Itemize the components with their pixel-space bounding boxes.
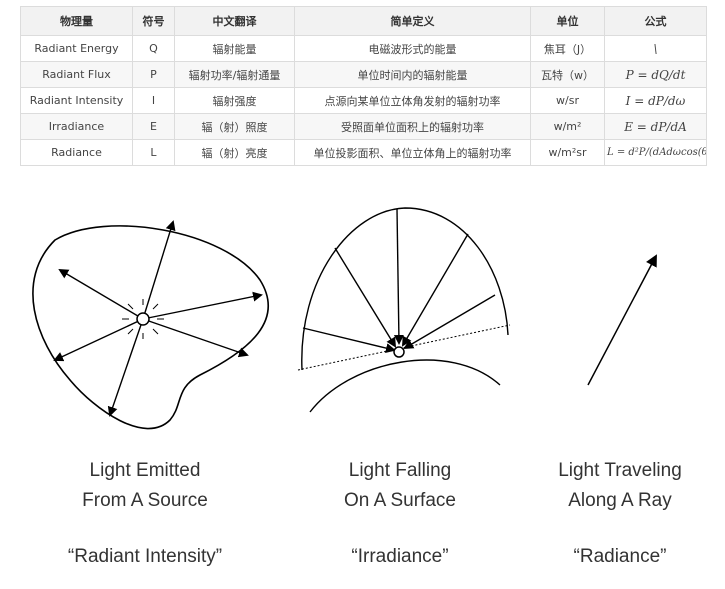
ray-arrow xyxy=(58,268,144,320)
ray-arrow xyxy=(587,254,657,386)
header-chinese: 中文翻译 xyxy=(174,6,295,36)
caption-irradiance: Light Falling On A Surface xyxy=(295,456,505,516)
incoming-ray xyxy=(393,208,404,345)
cell-unit: 瓦特（w） xyxy=(530,61,605,88)
table-row: Radiant Flux P 辐射功率/辐射通量 单位时间内的辐射能量 瓦特（w… xyxy=(20,61,707,88)
cell-unit: 焦耳（J） xyxy=(530,35,605,62)
tangent-plane xyxy=(297,324,511,371)
cell-symbol: Q xyxy=(132,35,175,62)
cell-formula: E = dP/dA xyxy=(604,113,707,140)
header-symbol: 符号 xyxy=(132,6,175,36)
table-row: Irradiance E 辐（射）照度 受照面单位面积上的辐射功率 w/m² E… xyxy=(20,113,707,140)
header-definition: 简单定义 xyxy=(294,6,531,36)
cell-chinese: 辐射功率/辐射通量 xyxy=(174,61,295,88)
incoming-ray xyxy=(334,247,397,348)
cell-chinese: 辐（射）亮度 xyxy=(174,139,295,166)
header-unit: 单位 xyxy=(530,6,605,36)
ray-arrow xyxy=(142,220,176,320)
cell-formula: \ xyxy=(604,35,707,62)
quote-radiance: “Radiance” xyxy=(573,546,667,567)
cell-definition: 点源向某单位立体角发射的辐射功率 xyxy=(294,87,531,114)
ray-arrow xyxy=(53,318,144,362)
caption-radiant-intensity: Light Emitted From A Source xyxy=(40,456,250,516)
incoming-ray xyxy=(403,294,496,350)
cell-symbol: I xyxy=(132,87,175,114)
caption-line: Light Falling xyxy=(348,460,452,481)
hemisphere-outline xyxy=(301,207,509,371)
cell-chinese: 辐射强度 xyxy=(174,87,295,114)
cell-unit: w/sr xyxy=(530,87,605,114)
cell-quantity: Irradiance xyxy=(20,113,133,140)
cell-symbol: L xyxy=(132,139,175,166)
cell-formula: L = d²P/(dAdωcos(θ)) xyxy=(604,139,707,166)
source-outline xyxy=(32,225,270,430)
irradiance-diagram xyxy=(297,207,511,413)
table-row: Radiant Energy Q 辐射能量 电磁波形式的能量 焦耳（J） \ xyxy=(20,35,707,62)
cell-unit: w/m² xyxy=(530,113,605,140)
header-quantity: 物理量 xyxy=(20,6,133,36)
table-header-row: 物理量 符号 中文翻译 简单定义 单位 公式 xyxy=(20,6,707,36)
incoming-ray xyxy=(302,327,396,353)
cell-definition: 电磁波形式的能量 xyxy=(294,35,531,62)
cell-formula: P = dQ/dt xyxy=(604,61,707,88)
cell-chinese: 辐（射）照度 xyxy=(174,113,295,140)
ray-arrow xyxy=(142,291,263,320)
ray-arrow xyxy=(107,318,144,417)
cell-quantity: Radiant Flux xyxy=(20,61,133,88)
cell-quantity: Radiant Intensity xyxy=(20,87,133,114)
caption-line: Along A Ray xyxy=(568,490,672,511)
cell-definition: 单位时间内的辐射能量 xyxy=(294,61,531,88)
cell-quantity: Radiant Energy xyxy=(20,35,133,62)
table-row: Radiant Intensity I 辐射强度 点源向某单位立体角发射的辐射功… xyxy=(20,87,707,114)
point-source xyxy=(136,312,150,326)
cell-quantity: Radiance xyxy=(20,139,133,166)
cell-chinese: 辐射能量 xyxy=(174,35,295,62)
quote-irradiance: “Irradiance” xyxy=(351,546,449,567)
cell-unit: w/m²sr xyxy=(530,139,605,166)
cell-symbol: E xyxy=(132,113,175,140)
incoming-ray xyxy=(401,233,469,347)
caption-radiance: Light Traveling Along A Ray xyxy=(515,456,725,516)
cell-definition: 单位投影面积、单位立体角上的辐射功率 xyxy=(294,139,531,166)
cell-symbol: P xyxy=(132,61,175,88)
cell-formula: I = dP/dω xyxy=(604,87,707,114)
caption-line: From A Source xyxy=(82,490,208,511)
table-row: Radiance L 辐（射）亮度 单位投影面积、单位立体角上的辐射功率 w/m… xyxy=(20,139,707,166)
header-formula: 公式 xyxy=(604,6,707,36)
radiance-diagram xyxy=(587,254,657,386)
caption-line: Light Emitted xyxy=(89,460,201,481)
quote-radiant-intensity: “Radiant Intensity” xyxy=(67,546,223,567)
caption-line: On A Surface xyxy=(344,490,456,511)
ray-arrow xyxy=(142,318,249,358)
caption-line: Light Traveling xyxy=(558,460,682,481)
surface-curve xyxy=(309,359,501,413)
radiant-intensity-diagram xyxy=(32,220,270,430)
cell-definition: 受照面单位面积上的辐射功率 xyxy=(294,113,531,140)
surface-point xyxy=(393,346,405,358)
physical-quantities-table: 物理量 符号 中文翻译 简单定义 单位 公式 Radiant Energy Q … xyxy=(20,6,707,166)
